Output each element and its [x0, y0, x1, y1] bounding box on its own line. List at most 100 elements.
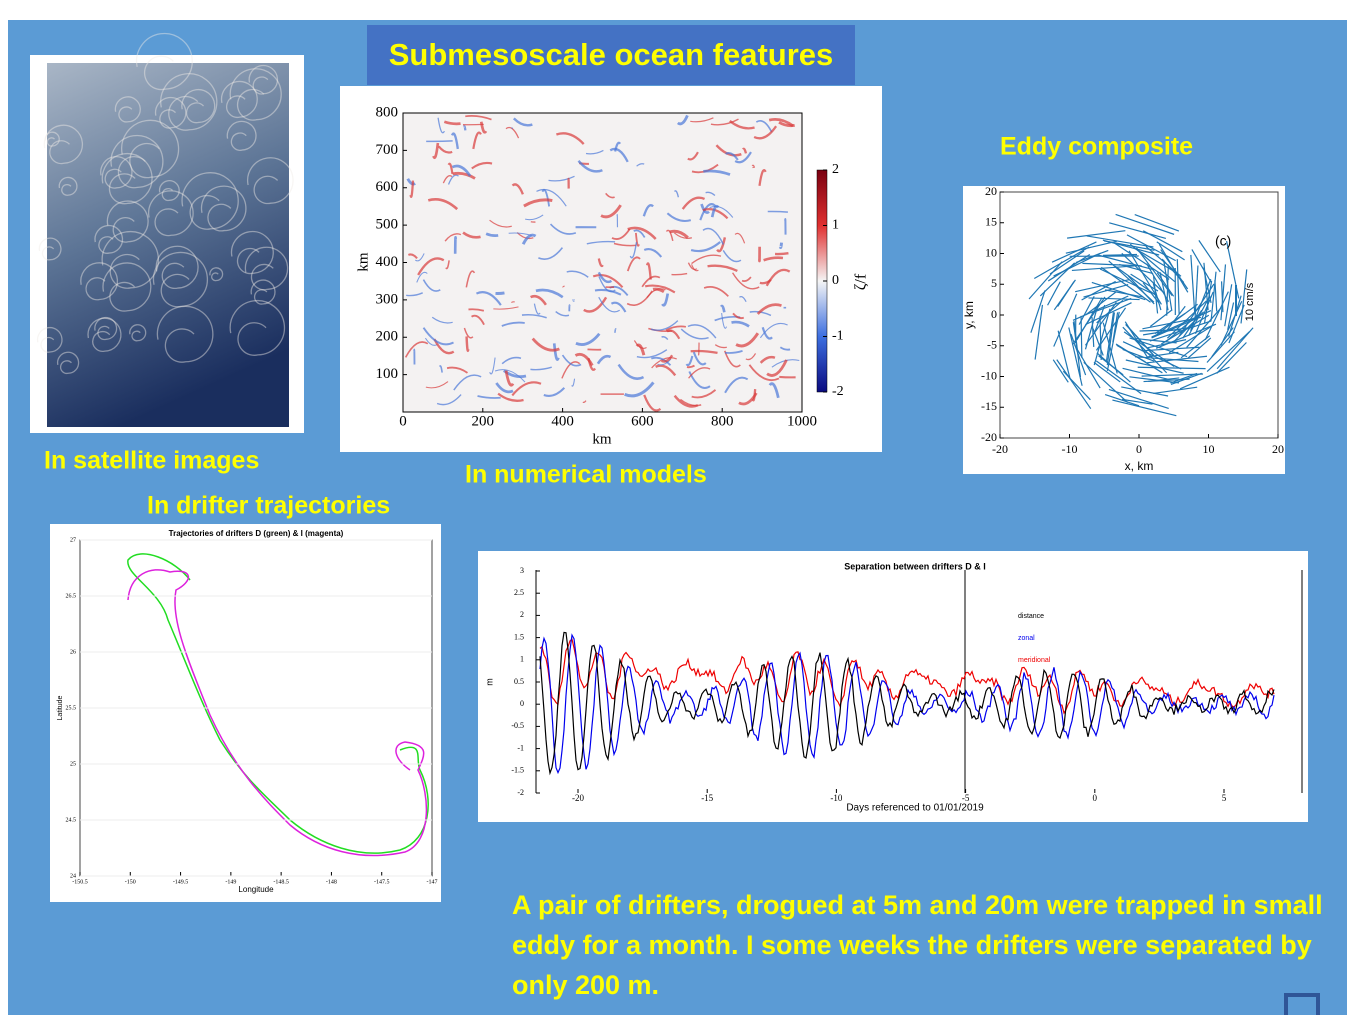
caption: In numerical models	[465, 461, 707, 489]
tick-label: 1.5	[514, 632, 524, 641]
tick-label: 25.5	[66, 705, 77, 711]
tick-label: 24.5	[66, 817, 77, 823]
satellite-image	[47, 63, 289, 427]
tick-label: 20	[1272, 442, 1284, 456]
tick-label: 800	[711, 413, 734, 429]
chart-title: Separation between drifters D & I	[844, 561, 986, 571]
model-field	[403, 113, 802, 412]
tick-label: 10	[985, 245, 997, 259]
eddy-frame	[963, 186, 1285, 474]
y-axis-label: m	[484, 678, 494, 686]
tick-label: -0.5	[511, 721, 524, 730]
tick-label: 0	[1136, 442, 1142, 456]
body-text: A pair of drifters, drogued at 5m and 20…	[512, 885, 1342, 1005]
tick-label: -147	[427, 879, 438, 885]
tick-label: 27	[70, 537, 76, 543]
tick-label: 2	[520, 610, 524, 619]
tick-label: -15	[701, 793, 713, 803]
tick-label: -1	[517, 743, 524, 752]
tick-label: -20	[572, 793, 584, 803]
tick-label: -150.5	[72, 879, 88, 885]
tick-label: 15	[985, 215, 997, 229]
tick-label: -5	[962, 793, 970, 803]
tick-label: 600	[376, 179, 399, 195]
tick-label: 10	[1203, 442, 1215, 456]
separation-frame	[478, 551, 1308, 822]
tick-label: 25	[70, 761, 76, 767]
caption: In drifter trajectories	[147, 492, 390, 520]
tick-label: -148	[326, 879, 337, 885]
tick-label: -149.5	[173, 879, 189, 885]
filament	[512, 128, 513, 129]
panel-label: (c)	[1215, 233, 1231, 249]
tick-label: 400	[376, 254, 399, 270]
tick-label: 5	[991, 276, 997, 290]
tick-label: 1000	[787, 413, 817, 429]
y-axis-label: Latitude	[57, 695, 64, 720]
tick-label: -5	[987, 338, 997, 352]
tick-label: -147.5	[374, 879, 390, 885]
tick-label: 2.5	[514, 588, 524, 597]
tick-label: -10	[981, 368, 997, 382]
slide-canvas: Submesoscale ocean features In satellite…	[0, 0, 1347, 1015]
x-axis-label: Longitude	[238, 885, 274, 894]
tick-label: 300	[376, 291, 399, 307]
tick-label: 1	[520, 655, 524, 664]
filament	[426, 141, 452, 142]
tick-label: 0	[520, 699, 524, 708]
tick-label: 0	[991, 307, 997, 321]
tick-label: -10	[1062, 442, 1078, 456]
legend-label: meridional	[1018, 657, 1051, 664]
tick-label: -149	[225, 879, 236, 885]
tick-label: 400	[551, 413, 574, 429]
x-axis-label: km	[592, 431, 612, 447]
chart-title: Trajectories of drifters D (green) & I (…	[169, 529, 344, 538]
y-axis-label: y, km	[962, 301, 976, 329]
caption: In satellite images	[44, 447, 259, 475]
tick-label: 5	[1222, 793, 1227, 803]
x-axis-label: x, km	[1125, 459, 1154, 473]
drifter-frame	[50, 524, 441, 902]
tick-label: -2	[517, 788, 524, 797]
tick-label: 0	[832, 273, 839, 288]
tick-label: 800	[376, 104, 399, 120]
y-axis-label: km	[355, 252, 371, 272]
slide-title: Submesoscale ocean features	[389, 37, 834, 72]
tick-label: -2	[832, 384, 844, 399]
caption: Eddy composite	[1000, 133, 1193, 161]
colorbar-label: ζ/f	[853, 273, 870, 290]
tick-label: -20	[981, 430, 997, 444]
filament	[495, 293, 504, 294]
tick-label: -1	[832, 329, 844, 344]
tick-label: -15	[981, 399, 997, 413]
tick-label: 1	[832, 218, 839, 233]
tick-label: -20	[992, 442, 1008, 456]
tick-label: 0	[399, 413, 407, 429]
tick-label: 600	[631, 413, 654, 429]
tick-label: -150	[125, 879, 136, 885]
legend-label: distance	[1018, 613, 1044, 620]
filament	[768, 211, 788, 212]
tick-label: 0	[1093, 793, 1098, 803]
tick-label: 2	[832, 162, 839, 177]
tick-label: 26	[70, 649, 76, 655]
slide: Submesoscale ocean features In satellite…	[0, 0, 1347, 1015]
tick-label: 200	[472, 413, 495, 429]
tick-label: 500	[376, 217, 399, 233]
tick-label: -1.5	[511, 766, 524, 775]
tick-label: 26.5	[66, 593, 77, 599]
tick-label: 24	[70, 873, 76, 879]
tick-label: 3	[520, 566, 524, 575]
scale-label: 10 cm/s	[1244, 282, 1256, 321]
tick-label: 20	[985, 184, 997, 198]
tick-label: 0.5	[514, 677, 524, 686]
tick-label: 100	[376, 366, 399, 382]
tick-label: -10	[830, 793, 842, 803]
x-axis-label: Days referenced to 01/01/2019	[846, 803, 984, 814]
filament	[511, 302, 514, 303]
filament	[775, 253, 788, 254]
tick-label: 700	[376, 142, 399, 158]
legend-label: zonal	[1018, 635, 1035, 642]
tick-label: 200	[376, 329, 399, 345]
tick-label: -148.5	[273, 879, 289, 885]
